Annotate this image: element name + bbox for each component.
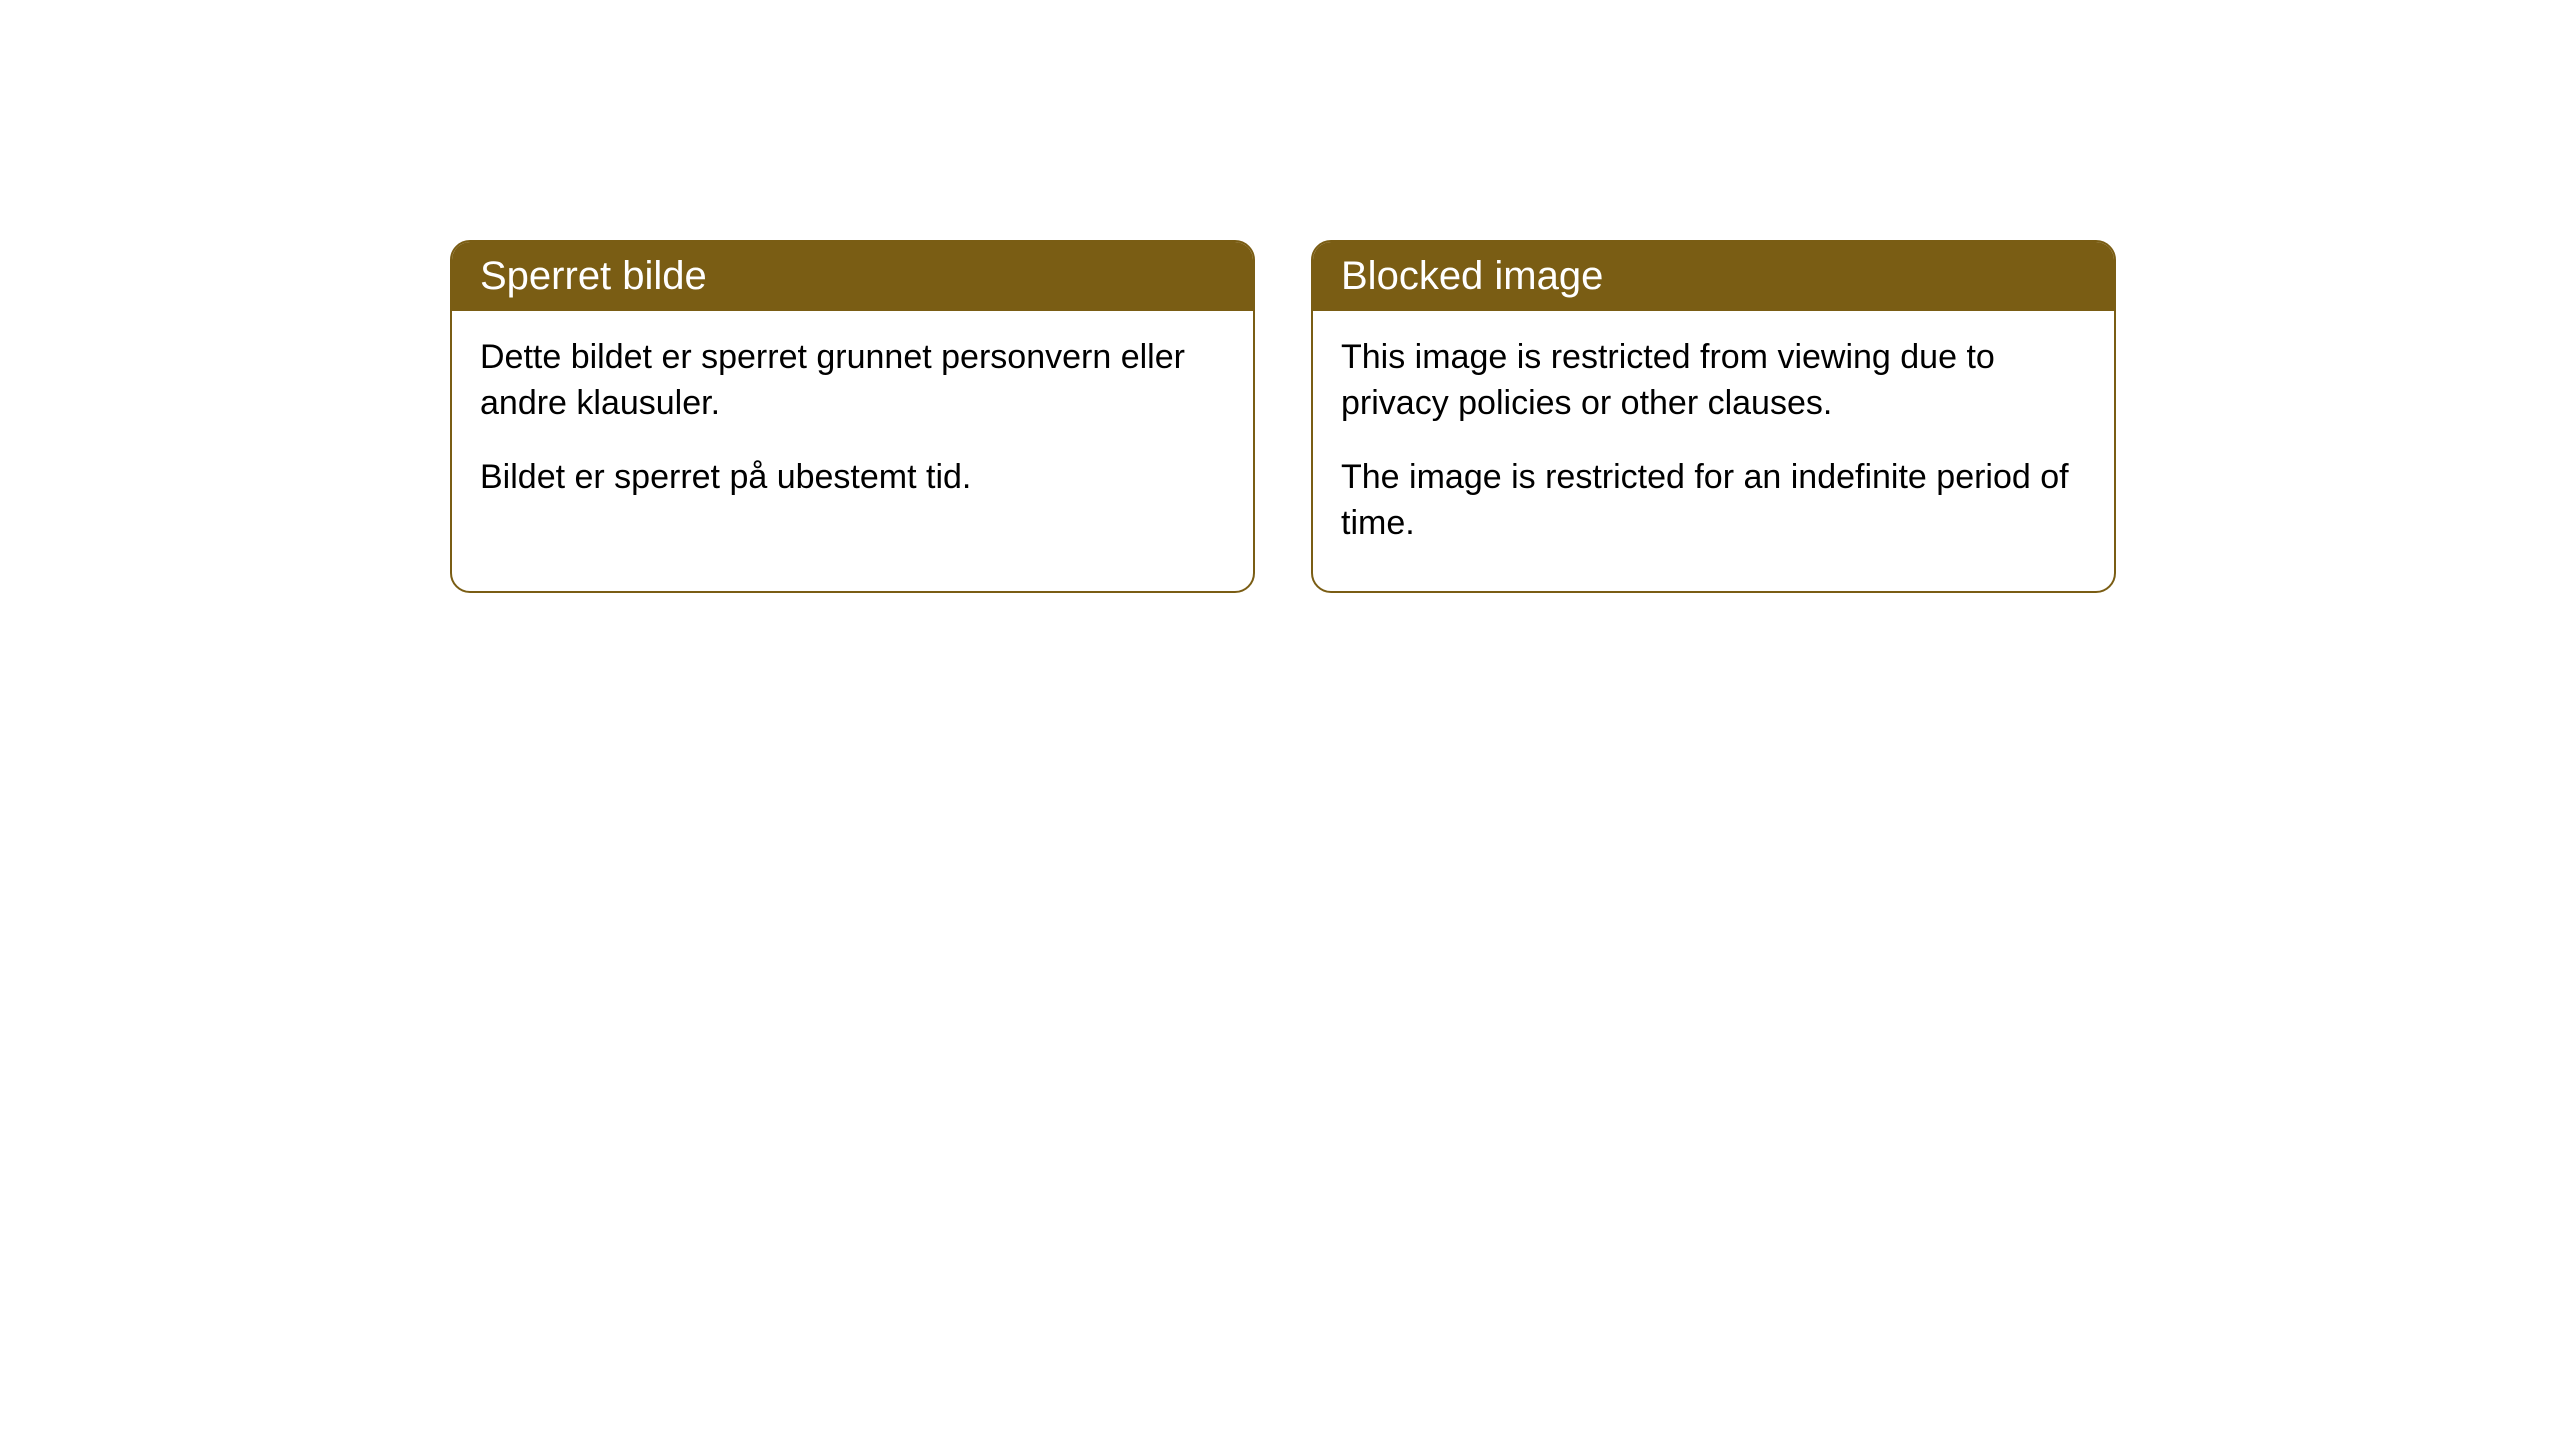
- card-paragraph: Dette bildet er sperret grunnet personve…: [480, 335, 1225, 427]
- blocked-image-card-norwegian: Sperret bilde Dette bildet er sperret gr…: [450, 240, 1255, 593]
- card-body: This image is restricted from viewing du…: [1313, 311, 2114, 591]
- notice-cards-container: Sperret bilde Dette bildet er sperret gr…: [0, 0, 2560, 593]
- card-body: Dette bildet er sperret grunnet personve…: [452, 311, 1253, 545]
- card-paragraph: The image is restricted for an indefinit…: [1341, 455, 2086, 547]
- card-title: Sperret bilde: [452, 242, 1253, 311]
- blocked-image-card-english: Blocked image This image is restricted f…: [1311, 240, 2116, 593]
- card-title: Blocked image: [1313, 242, 2114, 311]
- card-paragraph: This image is restricted from viewing du…: [1341, 335, 2086, 427]
- card-paragraph: Bildet er sperret på ubestemt tid.: [480, 455, 1225, 501]
